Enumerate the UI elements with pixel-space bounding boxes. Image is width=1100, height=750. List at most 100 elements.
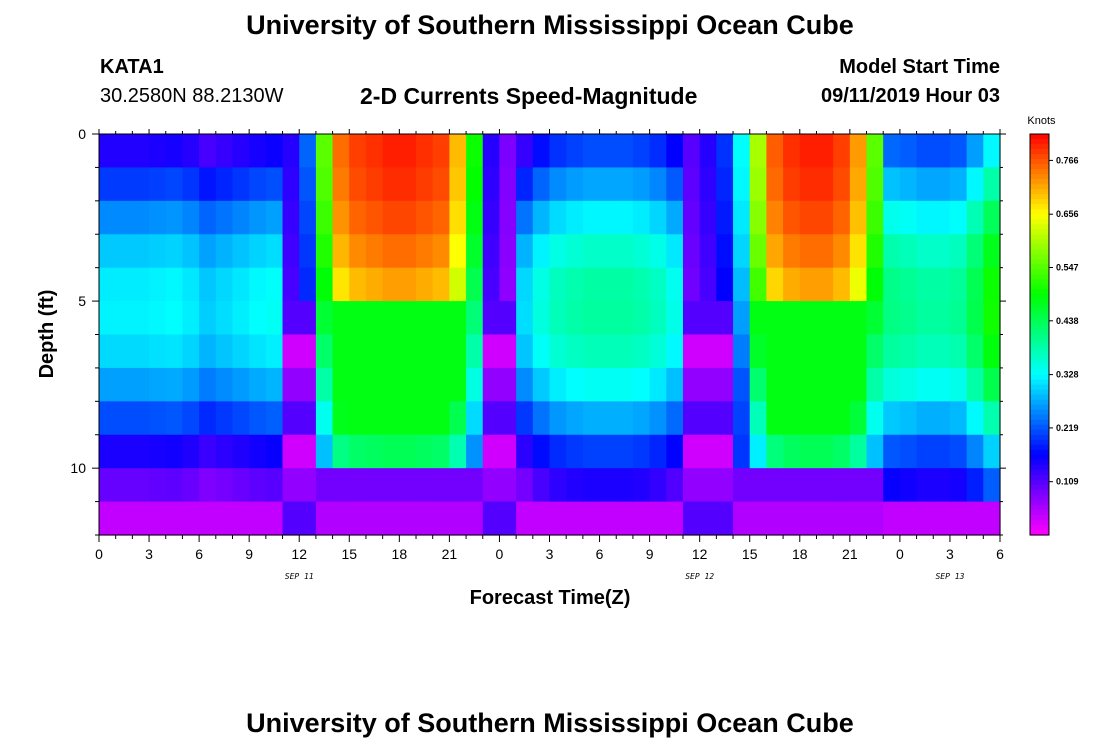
heatmap-cell <box>282 434 300 469</box>
heatmap-cell <box>866 501 884 536</box>
heatmap-cell <box>599 367 617 402</box>
heatmap-cell <box>566 401 584 436</box>
heatmap-cell <box>966 167 984 202</box>
heatmap-cell <box>315 468 334 503</box>
heatmap-cell <box>766 401 784 436</box>
heatmap-cell <box>232 167 250 202</box>
heatmap-cell <box>649 134 667 169</box>
heatmap-cell <box>749 267 768 302</box>
heatmap-cell <box>315 434 334 469</box>
heatmap-cell <box>666 134 684 169</box>
colorbar-band <box>1030 329 1049 336</box>
heatmap-cell <box>149 267 167 302</box>
heatmap-cell <box>632 401 651 436</box>
heatmap-cell <box>916 200 934 235</box>
heatmap-cell <box>833 301 851 336</box>
heatmap-cell <box>265 334 284 369</box>
heatmap-cell <box>132 401 150 436</box>
heatmap-cell <box>499 200 517 235</box>
heatmap-cell <box>899 134 918 169</box>
heatmap-cell <box>966 200 984 235</box>
heatmap-cell <box>699 367 717 402</box>
heatmap-cell <box>532 301 551 336</box>
heatmap-cell <box>332 468 350 503</box>
heatmap-cell <box>816 234 834 269</box>
heatmap-cell <box>616 234 634 269</box>
heatmap-cell <box>783 134 801 169</box>
heatmap-cell <box>549 501 567 536</box>
heatmap-cell <box>232 367 250 402</box>
colorbar-band <box>1030 194 1049 200</box>
heatmap-cell <box>416 501 434 536</box>
heatmap-cell <box>849 267 868 302</box>
heatmap-cell <box>816 401 834 436</box>
heatmap-cell <box>382 167 400 202</box>
colorbar-band <box>1030 254 1049 260</box>
heatmap-cell <box>833 267 851 302</box>
colorbar-band <box>1030 484 1049 491</box>
heatmap-cell <box>949 501 968 536</box>
heatmap-cell <box>115 334 133 369</box>
heatmap-cell <box>215 468 234 503</box>
heatmap-cell <box>282 234 300 269</box>
heatmap-cell <box>165 267 184 302</box>
colorbar-band <box>1030 314 1049 321</box>
heatmap-cell <box>99 334 117 369</box>
heatmap-cell <box>282 267 300 302</box>
heatmap-cell <box>666 267 684 302</box>
heatmap-cell <box>399 468 417 503</box>
heatmap-cell <box>566 134 584 169</box>
heatmap-cell <box>666 200 684 235</box>
heatmap-cell <box>182 200 200 235</box>
heatmap-cell <box>432 501 450 536</box>
heatmap-cell <box>282 468 300 503</box>
heatmap-cell <box>733 200 751 235</box>
heatmap-cell <box>799 367 818 402</box>
footer-title: University of Southern Mississippi Ocean… <box>246 708 854 738</box>
heatmap-cell <box>199 301 217 336</box>
heatmap-cell <box>165 167 184 202</box>
heatmap-cell <box>265 301 284 336</box>
heatmap-cell <box>165 134 184 169</box>
heatmap-cell <box>182 134 200 169</box>
heatmap-cell <box>432 334 450 369</box>
heatmap-cell <box>532 200 551 235</box>
heatmap-cell <box>416 167 434 202</box>
heatmap-cell <box>365 200 384 235</box>
heatmap-cell <box>132 501 150 536</box>
heatmap-cell <box>733 434 751 469</box>
heatmap-cell <box>866 401 884 436</box>
heatmap-cell <box>983 434 1001 469</box>
heatmap-cell <box>382 367 400 402</box>
x-axis-label: Forecast Time(Z) <box>470 587 631 609</box>
page-title: University of Southern Mississippi Ocean… <box>246 10 854 40</box>
heatmap-cell <box>449 367 467 402</box>
heatmap-cell <box>149 367 167 402</box>
heatmap-cell <box>399 367 417 402</box>
heatmap-cell <box>132 234 150 269</box>
heatmap-cell <box>866 134 884 169</box>
heatmap-cell <box>783 301 801 336</box>
heatmap-cell <box>332 401 350 436</box>
heatmap-cell <box>699 434 717 469</box>
heatmap-cell <box>399 501 417 536</box>
heatmap-cell <box>933 301 951 336</box>
heatmap-cell <box>199 167 217 202</box>
heatmap-cell <box>132 134 150 169</box>
heatmap-cell <box>516 468 534 503</box>
heatmap-cell <box>883 167 901 202</box>
heatmap-cell <box>482 434 501 469</box>
heatmap-cell <box>682 501 701 536</box>
heatmap-cell <box>299 367 317 402</box>
colorbar-band <box>1030 214 1049 220</box>
heatmap-cell <box>682 200 701 235</box>
heatmap-cell <box>649 501 667 536</box>
y-axis: 0 5 10 <box>70 126 1006 536</box>
heatmap-cell <box>666 301 684 336</box>
heatmap-cell <box>149 501 167 536</box>
heatmap-cell <box>516 367 534 402</box>
heatmap-cell <box>365 234 384 269</box>
heatmap-cell <box>182 167 200 202</box>
heatmap-cell <box>933 468 951 503</box>
heatmap-cell <box>382 200 400 235</box>
